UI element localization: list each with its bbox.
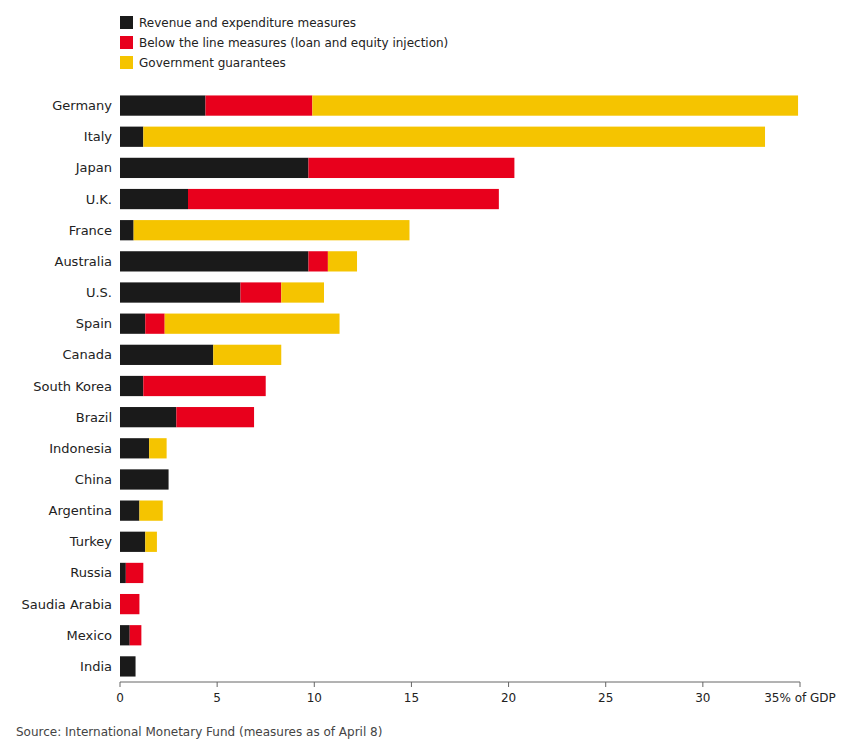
bar-segment	[135, 656, 136, 676]
bar-segment	[120, 594, 139, 614]
legend-swatch	[120, 56, 133, 69]
bar-segment	[168, 469, 169, 489]
tick	[314, 682, 315, 687]
category-label: Canada	[63, 347, 112, 362]
chart: Revenue and expenditure measures Below th…	[0, 0, 858, 752]
legend-label: Government guarantees	[139, 56, 286, 70]
bar-segment	[120, 189, 188, 209]
bars	[120, 95, 798, 676]
legend-label: Revenue and expenditure measures	[139, 16, 356, 30]
tick-label: 20	[501, 691, 516, 705]
axis-line	[120, 682, 800, 683]
bar-segment	[120, 314, 145, 334]
bar-segment	[145, 314, 164, 334]
bar-segment	[240, 282, 281, 302]
bar-segment	[188, 189, 499, 209]
legend-swatch	[120, 16, 133, 29]
category-label: China	[75, 472, 112, 487]
bar-segment	[143, 127, 765, 147]
bar-segment	[120, 251, 308, 271]
tick	[508, 682, 509, 687]
tick	[702, 682, 703, 687]
legend: Revenue and expenditure measures Below th…	[120, 16, 448, 70]
category-label: U.S.	[86, 285, 112, 300]
tick-label: 35% of GDP	[764, 691, 836, 705]
tick	[120, 682, 121, 687]
bar-segment	[168, 469, 169, 489]
bar-segment	[514, 158, 515, 178]
bar-segment	[120, 532, 145, 552]
tick-label: 15	[404, 691, 419, 705]
bar-segment	[120, 469, 169, 489]
bar-segment	[130, 625, 142, 645]
bar-segment	[213, 345, 281, 365]
bar-segment	[139, 501, 162, 521]
x-axis: 0 5 10 15 20 25 30 35% of GDP	[116, 682, 836, 705]
bar-segment	[120, 501, 139, 521]
category-label: India	[80, 659, 112, 674]
tick-label: 0	[116, 691, 124, 705]
bar-segment	[120, 282, 240, 302]
bar-segment	[145, 532, 157, 552]
bar-segment	[141, 625, 142, 645]
tick	[217, 682, 218, 687]
bar-segment	[120, 127, 143, 147]
bar-segment	[176, 407, 254, 427]
category-label: Mexico	[67, 628, 112, 643]
bar-segment	[265, 376, 266, 396]
bar-segment	[120, 407, 176, 427]
bar-segment	[120, 95, 205, 115]
category-label: Japan	[75, 160, 112, 175]
category-label: Russia	[70, 565, 112, 580]
y-axis: Germany Italy Japan U.K. France Australia U.S.…	[22, 98, 113, 674]
bar-segment	[328, 251, 357, 271]
bar-segment	[120, 345, 213, 365]
category-label: Italy	[84, 129, 113, 144]
bar-segment	[120, 220, 134, 240]
bar-segment	[308, 251, 327, 271]
source: Source: International Monetary Fund (mea…	[16, 725, 382, 739]
bar-segment	[135, 656, 136, 676]
tick-label: 30	[695, 691, 710, 705]
category-label: Australia	[54, 254, 112, 269]
bar-segment	[205, 95, 312, 115]
tick	[605, 682, 606, 687]
legend-swatch	[120, 36, 133, 49]
bar-segment	[120, 656, 136, 676]
legend-label: Below the line measures (loan and equity…	[139, 36, 448, 50]
category-label: South Korea	[33, 379, 112, 394]
category-label: Brazil	[76, 410, 112, 425]
bar-segment	[143, 563, 144, 583]
bar-segment	[281, 282, 324, 302]
bar-segment	[120, 563, 126, 583]
bar-segment	[126, 563, 143, 583]
bar-segment	[254, 407, 255, 427]
bar-segment	[120, 158, 308, 178]
bar-segment	[149, 438, 166, 458]
category-label: France	[69, 223, 112, 238]
bar-segment	[308, 158, 514, 178]
bar-segment	[312, 95, 798, 115]
tick	[800, 682, 801, 687]
bar-segment	[165, 314, 340, 334]
bar-segment	[143, 376, 265, 396]
tick	[411, 682, 412, 687]
tick-label: 10	[307, 691, 322, 705]
category-label: Turkey	[69, 534, 113, 549]
category-label: Argentina	[49, 503, 112, 518]
category-label: Saudia Arabia	[22, 597, 112, 612]
category-label: Spain	[76, 316, 112, 331]
bar-segment	[120, 438, 149, 458]
category-label: Indonesia	[49, 441, 112, 456]
category-label: U.K.	[86, 192, 112, 207]
bar-segment	[120, 376, 143, 396]
tick-label: 25	[598, 691, 613, 705]
category-label: Germany	[52, 98, 112, 113]
bar-segment	[139, 594, 140, 614]
tick-label: 5	[213, 691, 221, 705]
bar-segment	[498, 189, 499, 209]
bar-segment	[134, 220, 410, 240]
bar-segment	[120, 625, 130, 645]
